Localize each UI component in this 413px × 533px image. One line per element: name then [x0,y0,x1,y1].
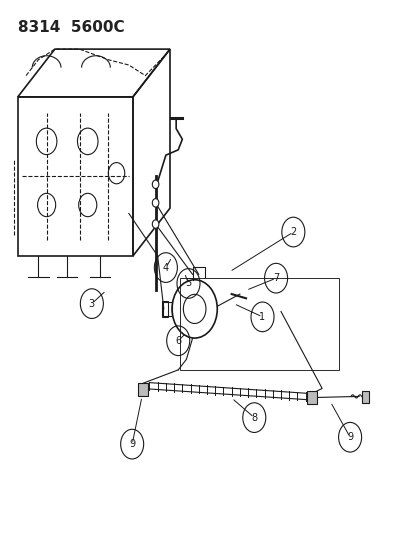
Text: 7: 7 [272,273,278,283]
Text: 2: 2 [290,227,296,237]
Text: 3: 3 [88,298,95,309]
Circle shape [152,220,159,228]
Text: 9: 9 [129,439,135,449]
Text: 1: 1 [259,312,265,322]
Text: 6: 6 [175,336,181,346]
Polygon shape [138,383,148,396]
Circle shape [152,199,159,207]
Text: 5: 5 [185,278,191,288]
Text: 8: 8 [251,413,257,423]
Polygon shape [361,391,368,403]
Text: 9: 9 [346,432,352,442]
Text: 4: 4 [162,263,169,272]
Text: 8314  5600C: 8314 5600C [18,20,124,35]
Polygon shape [306,391,316,404]
Circle shape [152,180,159,189]
